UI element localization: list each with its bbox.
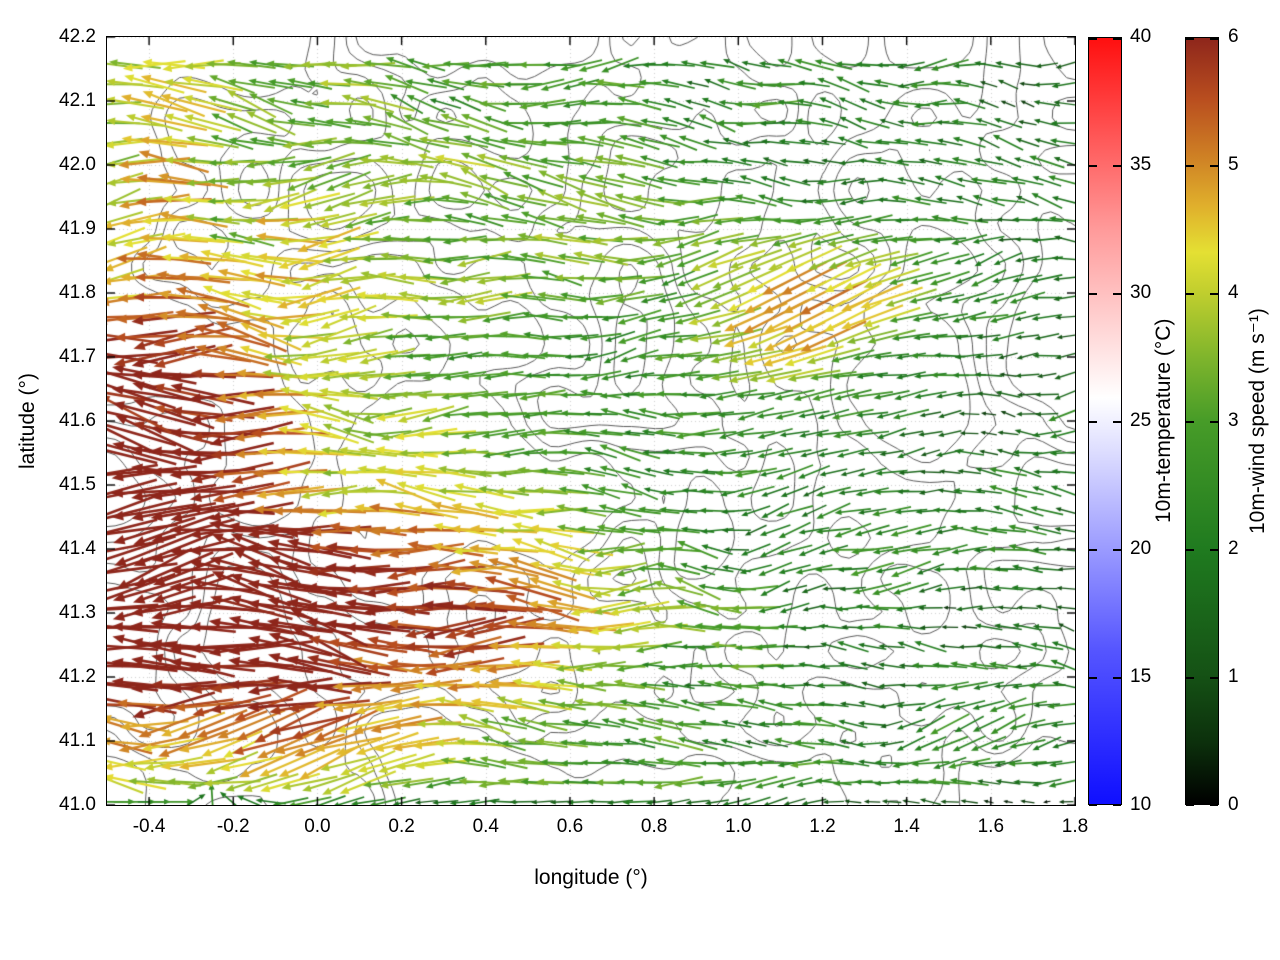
x-tick-label: 0.6 xyxy=(556,816,584,837)
wind-speed-colorbar-tick-mark xyxy=(1210,165,1218,167)
wind-speed-colorbar-tick-mark xyxy=(1210,421,1218,423)
y-tick-label: 41.3 xyxy=(59,602,96,623)
wind-speed-colorbar-tick-label: 4 xyxy=(1228,282,1239,303)
wind-speed-colorbar-tick-mark xyxy=(1210,549,1218,551)
y-tick-label: 41.8 xyxy=(59,282,96,303)
wind-speed-colorbar-tick-mark xyxy=(1186,549,1194,551)
y-tick-label: 42.0 xyxy=(59,154,96,175)
x-tick-label: 1.4 xyxy=(893,816,920,837)
y-tick-label: 41.0 xyxy=(59,794,96,815)
temperature-colorbar-tick-mark xyxy=(1089,293,1097,295)
wind-speed-colorbar-tick-mark xyxy=(1186,165,1194,167)
wind-speed-colorbar xyxy=(1185,37,1219,806)
wind-speed-colorbar-tick-label: 1 xyxy=(1228,666,1239,687)
wind-speed-colorbar-tick-label: 3 xyxy=(1228,410,1239,431)
x-tick-label: 1.2 xyxy=(809,816,836,837)
temperature-colorbar-tick-mark xyxy=(1113,677,1121,679)
temperature-colorbar-tick-label: 35 xyxy=(1130,154,1152,175)
temperature-colorbar-tick-label: 25 xyxy=(1130,410,1152,431)
temperature-colorbar-tick-label: 20 xyxy=(1130,538,1152,559)
y-tick-label: 41.4 xyxy=(59,538,96,559)
x-tick-label: 0.8 xyxy=(640,816,668,837)
x-tick-label: -0.2 xyxy=(216,816,250,837)
temperature-colorbar-tick-mark xyxy=(1089,165,1097,167)
y-tick-label: 41.6 xyxy=(59,410,96,431)
temperature-colorbar-tick-mark xyxy=(1113,421,1121,423)
x-tick-label: 0.4 xyxy=(472,816,499,837)
y-tick-label: 41.2 xyxy=(59,666,96,687)
temperature-colorbar-tick-label: 10 xyxy=(1130,794,1152,815)
temperature-colorbar-tick-mark xyxy=(1113,549,1121,551)
wind-speed-colorbar-tick-mark xyxy=(1186,677,1194,679)
y-tick-label: 41.5 xyxy=(59,474,96,495)
wind-speed-colorbar-tick-mark xyxy=(1210,804,1218,806)
temperature-colorbar-tick-label: 40 xyxy=(1130,26,1152,47)
temperature-colorbar-tick-mark xyxy=(1113,804,1121,806)
temperature-colorbar xyxy=(1088,37,1122,806)
wind-speed-colorbar-tick-label: 2 xyxy=(1228,538,1239,559)
x-tick-label: -0.4 xyxy=(132,816,166,837)
x-tick-label: 1.8 xyxy=(1061,816,1089,837)
temperature-colorbar-tick-mark xyxy=(1089,677,1097,679)
temperature-colorbar-tick-mark xyxy=(1089,38,1097,40)
wind-speed-colorbar-tick-label: 0 xyxy=(1228,794,1239,815)
temperature-colorbar-label: 10m-temperature (°C) xyxy=(1152,318,1175,524)
y-tick-label: 42.2 xyxy=(59,26,96,47)
wind-speed-colorbar-tick-label: 6 xyxy=(1228,26,1239,47)
wind-speed-colorbar-tick-mark xyxy=(1210,677,1218,679)
x-tick-label: 1.0 xyxy=(725,816,752,837)
wind-speed-colorbar-label: 10m-wind speed (m s⁻¹) xyxy=(1246,308,1269,534)
wind-speed-colorbar-tick-mark xyxy=(1186,804,1194,806)
temperature-colorbar-tick-mark xyxy=(1089,549,1097,551)
wind-speed-colorbar-tick-mark xyxy=(1210,38,1218,40)
x-tick-label: 0.2 xyxy=(388,816,415,837)
wind-speed-colorbar-tick-label: 5 xyxy=(1228,154,1239,175)
temperature-colorbar-tick-mark xyxy=(1113,165,1121,167)
temperature-colorbar-tick-label: 15 xyxy=(1130,666,1152,687)
wind-speed-colorbar-tick-mark xyxy=(1186,421,1194,423)
temperature-colorbar-tick-mark xyxy=(1089,804,1097,806)
wind-vector-canvas xyxy=(107,37,1075,805)
temperature-colorbar-tick-mark xyxy=(1089,421,1097,423)
x-tick-label: 0.0 xyxy=(304,816,331,837)
temperature-colorbar-tick-label: 30 xyxy=(1130,282,1152,303)
wind-speed-colorbar-tick-mark xyxy=(1186,293,1194,295)
y-tick-label: 41.9 xyxy=(59,218,96,239)
y-tick-label: 42.1 xyxy=(59,90,96,111)
x-axis-label: longitude (°) xyxy=(534,866,648,889)
y-tick-label: 41.1 xyxy=(59,730,96,751)
wind-speed-colorbar-tick-mark xyxy=(1186,38,1194,40)
plot-area xyxy=(106,36,1076,806)
y-tick-label: 41.7 xyxy=(59,346,96,367)
x-tick-label: 1.6 xyxy=(977,816,1005,837)
temperature-colorbar-tick-mark xyxy=(1113,38,1121,40)
temperature-colorbar-tick-mark xyxy=(1113,293,1121,295)
wind-speed-colorbar-tick-mark xyxy=(1210,293,1218,295)
